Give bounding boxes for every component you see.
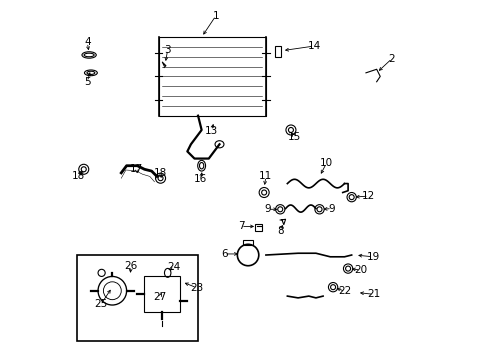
Text: 9: 9 xyxy=(264,204,270,214)
Text: 6: 6 xyxy=(221,249,227,259)
Text: 18: 18 xyxy=(72,171,85,181)
Bar xyxy=(159,37,265,116)
Text: 8: 8 xyxy=(276,226,283,236)
Text: 11: 11 xyxy=(259,171,272,181)
Text: 20: 20 xyxy=(353,265,366,275)
Bar xyxy=(77,255,198,341)
Text: 13: 13 xyxy=(204,126,218,136)
Text: 23: 23 xyxy=(190,283,203,293)
Text: 21: 21 xyxy=(366,289,380,299)
Text: 4: 4 xyxy=(84,37,90,48)
Text: 26: 26 xyxy=(124,261,137,271)
Text: 17: 17 xyxy=(130,163,143,174)
Bar xyxy=(255,224,262,231)
Text: 3: 3 xyxy=(164,45,171,55)
Text: 2: 2 xyxy=(388,54,394,64)
Text: 15: 15 xyxy=(287,132,301,142)
Text: 7: 7 xyxy=(237,221,244,231)
Text: 14: 14 xyxy=(307,41,320,51)
Text: 18: 18 xyxy=(154,168,167,178)
Text: 12: 12 xyxy=(362,191,375,201)
Text: 22: 22 xyxy=(338,287,351,296)
Text: 25: 25 xyxy=(94,299,107,309)
Text: 5: 5 xyxy=(84,77,90,87)
Text: 19: 19 xyxy=(366,252,379,262)
Text: 16: 16 xyxy=(194,174,207,184)
Text: 9: 9 xyxy=(328,203,335,213)
Text: 24: 24 xyxy=(167,262,181,272)
Text: 27: 27 xyxy=(153,292,166,302)
Bar xyxy=(242,240,253,245)
Bar xyxy=(274,46,281,57)
Bar xyxy=(144,276,180,312)
Text: 10: 10 xyxy=(320,158,332,168)
Text: 1: 1 xyxy=(212,11,219,21)
